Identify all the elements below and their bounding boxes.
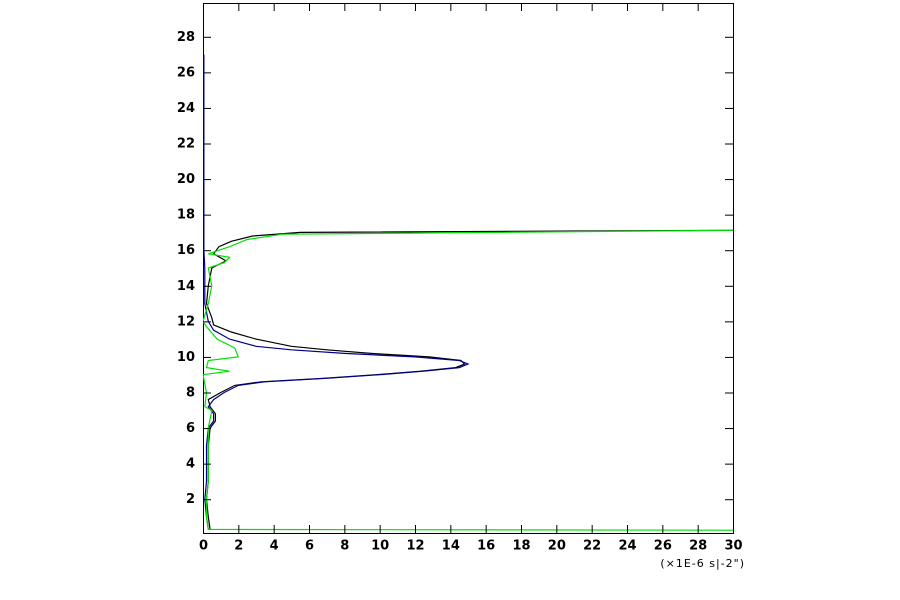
x-tick-label: 10 — [371, 539, 389, 554]
y-tick-label: 22 — [177, 137, 195, 152]
profile-line — [203, 229, 733, 531]
x-tick-label: 30 — [724, 539, 742, 554]
profile-line — [203, 54, 470, 530]
y-tick-label: 24 — [177, 101, 195, 116]
x-tick-label: 28 — [689, 539, 707, 554]
x-unit-label: (×1E-6 s|-2") — [660, 557, 745, 570]
y-tick-label: 26 — [177, 65, 195, 80]
x-tick-label: 22 — [583, 539, 601, 554]
x-tick-label: 12 — [406, 539, 424, 554]
y-tick-label: 4 — [186, 457, 195, 472]
y-tick-label: 14 — [177, 279, 195, 294]
y-tick-label: 10 — [177, 350, 195, 365]
y-tick-label: 8 — [186, 385, 195, 400]
x-tick-label: 16 — [477, 539, 495, 554]
plot-frame — [203, 3, 734, 534]
y-tick-label: 16 — [177, 243, 195, 258]
x-tick-label: 2 — [234, 539, 243, 554]
x-tick-label: 0 — [199, 539, 208, 554]
x-tick-label: 26 — [654, 539, 672, 554]
x-tick-label: 8 — [340, 539, 349, 554]
plot-area — [203, 54, 733, 531]
x-tick-label: 6 — [305, 539, 314, 554]
x-tick-label: 18 — [512, 539, 530, 554]
x-tick-label: 24 — [618, 539, 636, 554]
profile-line — [205, 229, 733, 530]
y-tick-label: 2 — [186, 492, 195, 507]
x-tick-label: 20 — [548, 539, 566, 554]
y-tick-label: 28 — [177, 30, 195, 45]
y-tick-label: 18 — [177, 208, 195, 223]
y-tick-label: 6 — [186, 421, 195, 436]
y-tick-label: 20 — [177, 172, 195, 187]
y-tick-label: 12 — [177, 314, 195, 329]
x-tick-label: 4 — [270, 539, 279, 554]
x-tick-label: 14 — [442, 539, 460, 554]
